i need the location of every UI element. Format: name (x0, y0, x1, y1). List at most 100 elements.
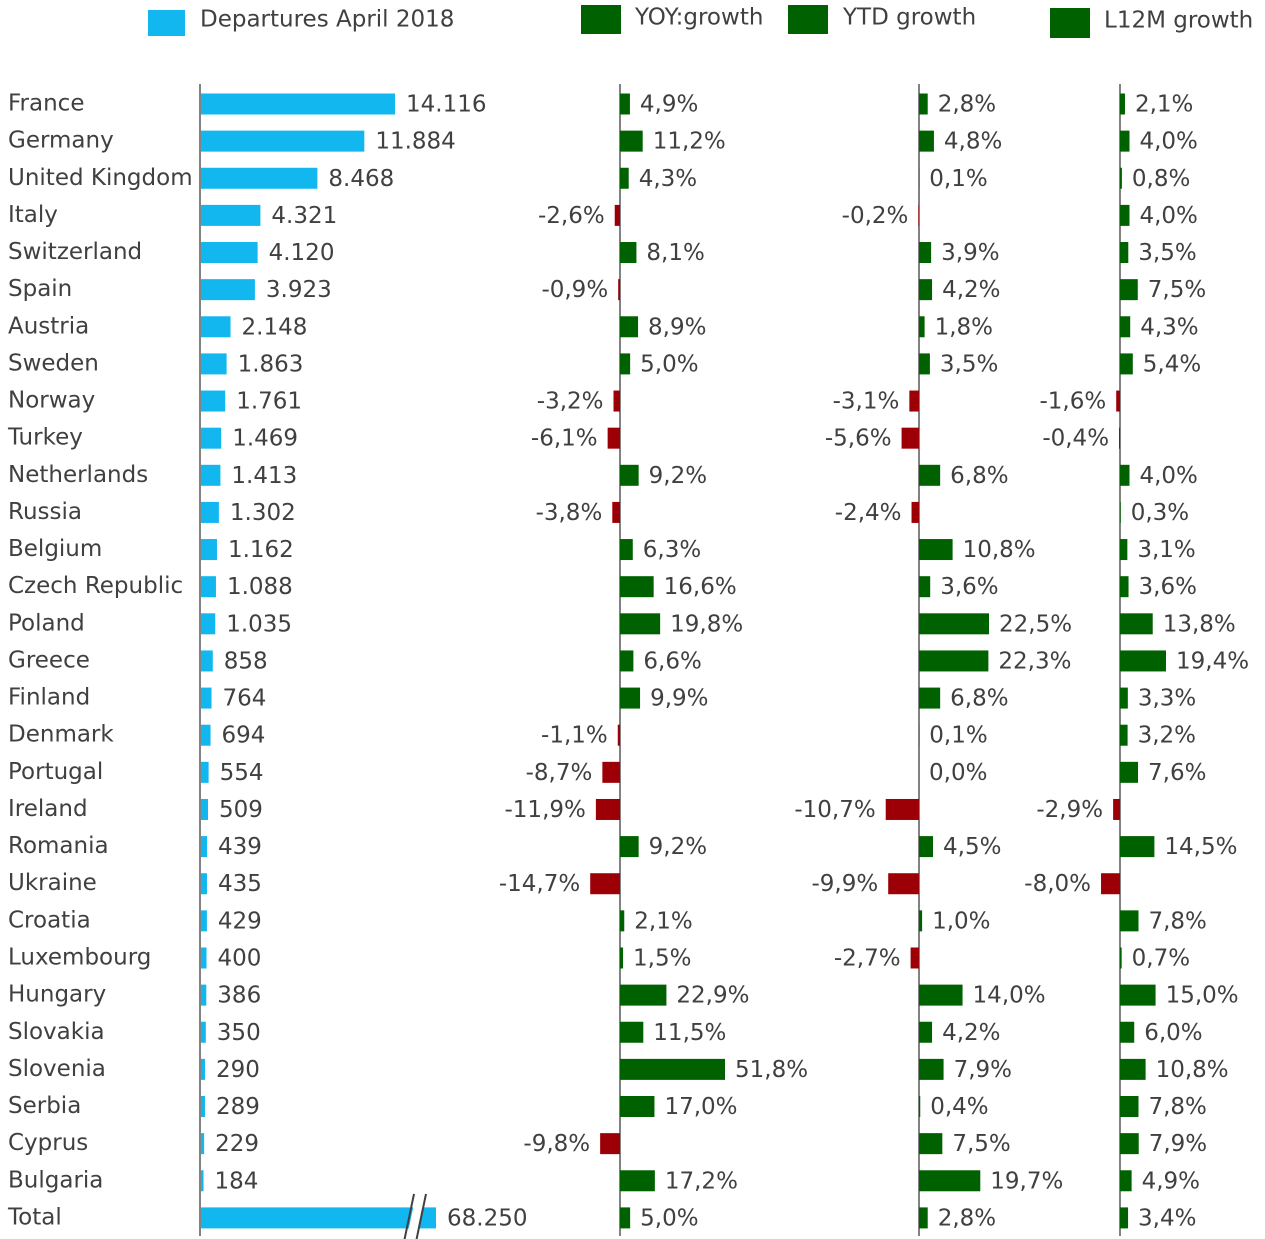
category-label: Austria (8, 313, 89, 339)
departures-bar (201, 1058, 205, 1080)
departures-value-label: 1.761 (236, 389, 302, 415)
ytd-value-label: 0,1% (929, 723, 987, 749)
ytd-value-label: -2,4% (835, 500, 902, 526)
departures-value-label: 1.302 (230, 500, 296, 526)
l12m-value-label: 3,4% (1138, 1205, 1196, 1231)
yoy-bar (620, 1021, 644, 1043)
l12m-bar (1120, 167, 1122, 189)
ytd-value-label: 3,5% (940, 351, 998, 377)
category-label: Luxembourg (8, 944, 151, 970)
legend-label-3: L12M growth (1104, 8, 1253, 34)
departures-value-label: 2.148 (242, 314, 308, 340)
l12m-bar (1101, 873, 1120, 895)
departures-bar (201, 1096, 205, 1118)
ytd-value-label: 1,8% (935, 314, 993, 340)
ytd-bar (885, 798, 919, 820)
l12m-value-label: 14,5% (1164, 834, 1237, 860)
departures-bar (201, 798, 208, 820)
legend-label-0: Departures April 2018 (200, 7, 454, 33)
ytd-bar (909, 390, 919, 412)
l12m-value-label: 4,0% (1139, 463, 1197, 489)
departures-bar (201, 167, 318, 189)
category-label: Russia (8, 499, 82, 525)
l12m-bar (1120, 242, 1129, 264)
ytd-value-label: 0,4% (930, 1094, 988, 1120)
departures-bar (201, 873, 207, 895)
yoy-value-label: 22,9% (676, 983, 749, 1009)
l12m-value-label: -8,0% (1024, 871, 1091, 897)
l12m-bar (1120, 613, 1153, 635)
ytd-bar (919, 687, 941, 709)
ytd-value-label: 4,8% (944, 129, 1002, 155)
l12m-bar (1120, 650, 1166, 672)
l12m-value-label: 7,9% (1149, 1131, 1207, 1157)
ytd-bar (919, 1021, 933, 1043)
ytd-bar (919, 539, 953, 561)
yoy-value-label: -9,8% (523, 1131, 590, 1157)
l12m-bar (1120, 353, 1133, 375)
departures-value-label: 229 (215, 1131, 259, 1157)
l12m-bar (1120, 947, 1122, 969)
ytd-value-label: 22,3% (998, 648, 1071, 674)
departures-value-label: 439 (218, 834, 262, 860)
category-label: Finland (8, 685, 90, 711)
category-label: Serbia (8, 1093, 81, 1119)
yoy-bar (607, 427, 620, 449)
yoy-value-label: 9,2% (649, 463, 707, 489)
departures-bar (201, 576, 216, 598)
l12m-value-label: -0,4% (1042, 426, 1109, 452)
category-label: Greece (8, 647, 90, 673)
l12m-bar (1120, 576, 1129, 598)
category-label: Ukraine (8, 870, 97, 896)
yoy-value-label: 19,8% (670, 611, 743, 637)
ytd-bar (919, 1170, 981, 1192)
departures-value-label: 694 (222, 723, 266, 749)
ytd-value-label: 22,5% (999, 611, 1072, 637)
l12m-value-label: -2,9% (1036, 797, 1103, 823)
departures-bar (201, 1170, 204, 1192)
departures-bar (201, 427, 222, 449)
l12m-value-label: 4,0% (1139, 203, 1197, 229)
departures-bar (201, 390, 226, 412)
departures-value-label: 8.468 (328, 166, 394, 192)
category-label: Spain (8, 276, 72, 302)
yoy-bar (620, 316, 639, 338)
departures-value-label: 429 (218, 908, 262, 934)
departures-value-label: 14.116 (406, 92, 486, 118)
departures-value-label: 400 (217, 945, 261, 971)
departures-value-label: 1.088 (227, 574, 293, 600)
departures-value-label: 764 (222, 686, 266, 712)
category-label: Sweden (8, 350, 99, 376)
yoy-value-label: 8,1% (646, 240, 704, 266)
yoy-value-label: 1,5% (633, 945, 691, 971)
ytd-value-label: 1,0% (932, 908, 990, 934)
yoy-value-label: 6,6% (643, 648, 701, 674)
ytd-value-label: 7,5% (952, 1131, 1010, 1157)
ytd-value-label: 2,8% (938, 92, 996, 118)
yoy-value-label: -14,7% (499, 871, 580, 897)
l12m-value-label: -1,6% (1039, 389, 1106, 415)
l12m-value-label: 10,8% (1156, 1057, 1229, 1083)
departures-bar (201, 279, 255, 301)
category-label: Bulgaria (8, 1167, 103, 1193)
l12m-value-label: 3,5% (1138, 240, 1196, 266)
l12m-bar (1120, 1133, 1139, 1155)
legend-label-2: YTD growth (842, 5, 976, 31)
ytd-value-label: 19,7% (990, 1168, 1063, 1194)
l12m-value-label: 3,6% (1139, 574, 1197, 600)
yoy-bar (602, 761, 620, 783)
l12m-value-label: 19,4% (1176, 648, 1249, 674)
category-label: Croatia (8, 907, 91, 933)
yoy-bar (595, 798, 620, 820)
l12m-value-label: 0,8% (1132, 166, 1190, 192)
l12m-bar (1120, 910, 1139, 932)
category-label: Ireland (8, 796, 88, 822)
category-label: Belgium (8, 536, 102, 562)
ytd-bar (910, 947, 919, 969)
yoy-bar (620, 242, 637, 264)
l12m-bar (1113, 798, 1120, 820)
yoy-bar (620, 947, 624, 969)
departures-bar (201, 353, 227, 375)
departures-value-label: 1.469 (232, 426, 298, 452)
